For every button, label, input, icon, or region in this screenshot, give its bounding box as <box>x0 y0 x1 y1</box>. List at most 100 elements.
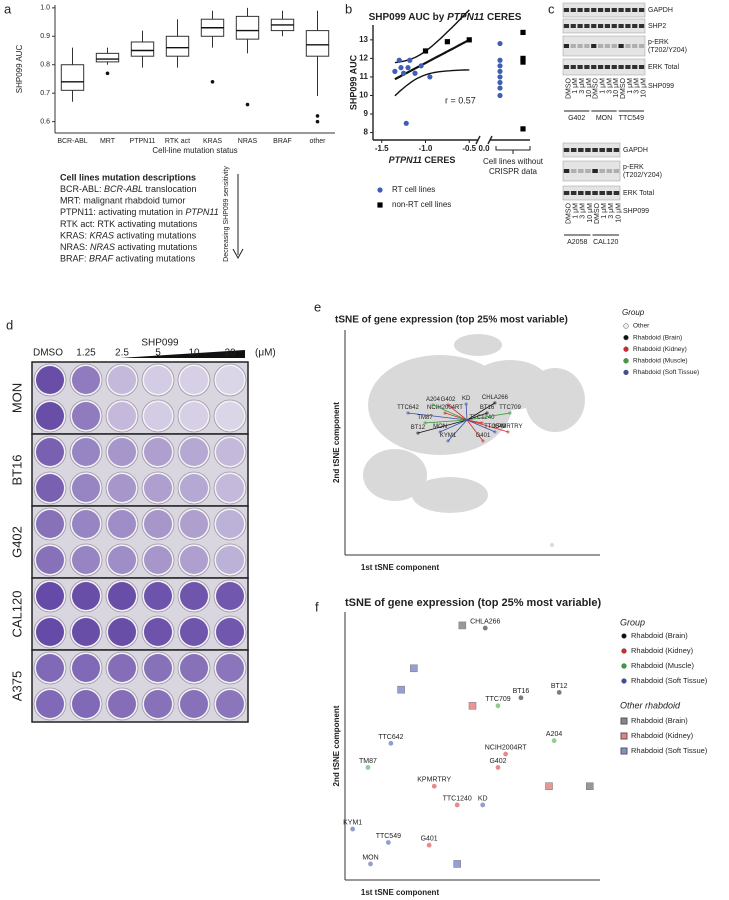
y-tick-label: 0.7 <box>40 90 50 97</box>
blot-band <box>611 24 617 28</box>
point <box>520 59 526 65</box>
description-part: BRAF <box>89 254 114 264</box>
point-label: TTC642 <box>378 734 403 741</box>
blot-band <box>604 24 611 28</box>
description-part: NRAS <box>90 242 115 252</box>
legend-label: Rhabdoid (Brain) <box>633 334 682 341</box>
well <box>213 435 247 469</box>
point-label: A204 <box>426 397 441 403</box>
blot-row-label: (T202/Y204) <box>623 172 662 179</box>
well-stain <box>144 618 172 646</box>
spoke <box>407 412 468 421</box>
break-tick-label: 0.0 <box>478 144 490 153</box>
blot-band <box>597 24 604 28</box>
point <box>406 411 410 415</box>
point-label: G401 <box>421 836 438 843</box>
title-part: SHP099 AUC by <box>369 12 448 23</box>
blot-strip <box>562 35 646 57</box>
point-label: CHLA266 <box>470 619 500 626</box>
lane-label: 10 μM <box>615 203 622 223</box>
blot-band <box>591 24 597 28</box>
y-tick-label: 11 <box>360 72 369 81</box>
point <box>398 65 404 71</box>
spoke <box>466 419 484 442</box>
square-point <box>468 701 477 710</box>
blot-band <box>599 148 605 152</box>
lane-label: DMSO <box>620 77 627 99</box>
point <box>444 39 450 45</box>
well-stain <box>72 690 100 718</box>
well-stain <box>108 618 136 646</box>
well-stain <box>180 582 208 610</box>
blot-band <box>563 191 570 195</box>
well <box>105 363 139 397</box>
well-stain <box>216 582 244 610</box>
blot-band <box>604 44 611 48</box>
point-label: BT12 <box>551 683 568 690</box>
well <box>141 399 175 433</box>
blot-band <box>613 148 620 152</box>
spoke <box>417 419 468 434</box>
lane-label: 10 μM <box>640 78 647 98</box>
spoke <box>447 419 468 442</box>
description-line: BRAF: BRAF activating mutations <box>60 254 196 264</box>
well-stain <box>72 438 100 466</box>
well-stain <box>180 438 208 466</box>
lane-label: 1 μM <box>599 78 606 94</box>
point-label: G402 <box>441 397 456 403</box>
description-line: PTPN11: activating mutation in PTPN11 <box>60 208 219 218</box>
legend-label: Rhabdoid (Soft Tissue) <box>631 746 708 755</box>
blot-band <box>592 169 598 173</box>
legend-title: Group <box>622 308 645 317</box>
cell-line-label: G402 <box>9 526 24 558</box>
blot-band <box>618 24 624 28</box>
blot-band <box>563 44 570 48</box>
point <box>464 402 468 406</box>
blot-band <box>599 191 605 195</box>
point-label: TM87 <box>359 758 377 765</box>
blot-strip <box>562 2 646 18</box>
legend-marker <box>620 732 628 740</box>
well-stain <box>180 654 208 682</box>
y-axis-title: 2nd tSNE component <box>332 705 341 786</box>
cell-line-label: A375 <box>9 671 24 701</box>
point <box>443 411 447 415</box>
point-label: KPMRTRY <box>493 424 522 430</box>
box <box>165 35 190 57</box>
blot-band <box>585 169 591 173</box>
legend-marker <box>623 334 629 341</box>
point <box>405 65 411 71</box>
point <box>365 765 371 770</box>
well-stain <box>72 618 100 646</box>
well <box>177 399 211 433</box>
well-stain <box>216 474 244 502</box>
well-stain <box>180 618 208 646</box>
point-label: TTC549 <box>376 833 401 840</box>
point <box>368 861 373 867</box>
conc-label: 2.5 <box>115 348 129 359</box>
point-label: TM87 <box>417 415 433 421</box>
point-label: CHLA266 <box>482 395 509 401</box>
point <box>497 74 503 80</box>
legend-label: RT cell lines <box>392 185 435 194</box>
square-point <box>545 782 553 791</box>
well-stain <box>36 546 64 574</box>
well <box>213 543 247 577</box>
point <box>446 403 450 407</box>
legend-marker <box>623 358 629 364</box>
x-axis-title: PTPN11 CERES <box>389 155 456 165</box>
blot-strip <box>562 185 621 201</box>
panel-label: d <box>6 317 13 332</box>
well-stain <box>72 366 100 394</box>
description-part: activating mutations <box>115 242 198 252</box>
legend-marker <box>620 747 628 755</box>
well <box>213 363 247 397</box>
lane-label: 3 μM <box>608 203 615 219</box>
blot-strip <box>562 58 646 76</box>
well <box>177 471 211 505</box>
blot-row-label: GAPDH <box>623 147 648 154</box>
blot-band <box>591 65 597 69</box>
blot-band <box>578 148 584 152</box>
chart-title: tSNE of gene expression (top 25% most va… <box>335 315 568 326</box>
point <box>416 431 420 435</box>
